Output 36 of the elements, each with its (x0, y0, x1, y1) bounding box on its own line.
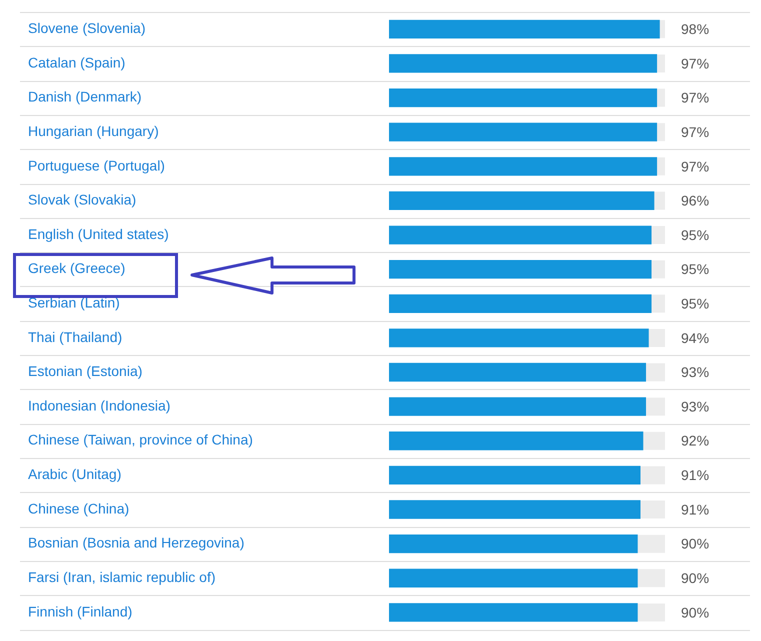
y-tick-label: Slovene (Slovenia) (28, 20, 146, 36)
data-label: 95% (681, 296, 710, 312)
y-tick-label: English (United states) (28, 226, 169, 242)
y-tick-label: Thai (Thailand) (28, 328, 122, 345)
data-label: 97% (681, 124, 710, 140)
y-tick-label: Serbian (Latin) (28, 294, 120, 311)
data-label: 96% (681, 192, 710, 209)
y-tick-label: Catalan (Spain) (28, 54, 126, 70)
data-label: 97% (681, 158, 710, 174)
y-tick-label: Portuguese (Portugal) (28, 157, 165, 174)
y-tick-label: Slovak (Slovakia) (28, 192, 136, 208)
y-tick-label: Chinese (Taiwan, province of China) (28, 432, 253, 448)
data-label: 91% (681, 467, 710, 484)
data-label: 97% (681, 90, 710, 106)
y-tick-label: Danish (Denmark) (28, 88, 142, 105)
data-label: 97% (681, 55, 710, 72)
y-tick-label: Bosnian (Bosnia and Herzegovina) (28, 534, 244, 551)
data-label: 95% (681, 261, 710, 278)
y-tick-label: Farsi (Iran, islamic republic of) (28, 568, 216, 585)
y-tick-label: Greek (Greece) (28, 260, 126, 276)
y-tick-label: Estonian (Estonia) (28, 363, 142, 380)
data-label: 91% (681, 501, 710, 518)
y-tick-label: Hungarian (Hungary) (28, 122, 159, 139)
data-label: 94% (681, 330, 710, 346)
y-tick-label: Arabic (Unitag) (28, 466, 122, 482)
data-label: 98% (681, 21, 710, 38)
data-label: 93% (681, 398, 710, 414)
data-label: 90% (681, 536, 710, 552)
y-tick-label: Chinese (China) (28, 500, 130, 516)
data-label: 93% (681, 364, 710, 380)
data-label: 92% (681, 432, 710, 449)
data-label: 90% (681, 570, 710, 586)
data-label: 95% (681, 226, 710, 243)
y-tick-label: Finnish (Finland) (28, 603, 132, 620)
y-tick-label: Indonesian (Indonesia) (28, 397, 170, 414)
data-label: 90% (681, 604, 710, 620)
